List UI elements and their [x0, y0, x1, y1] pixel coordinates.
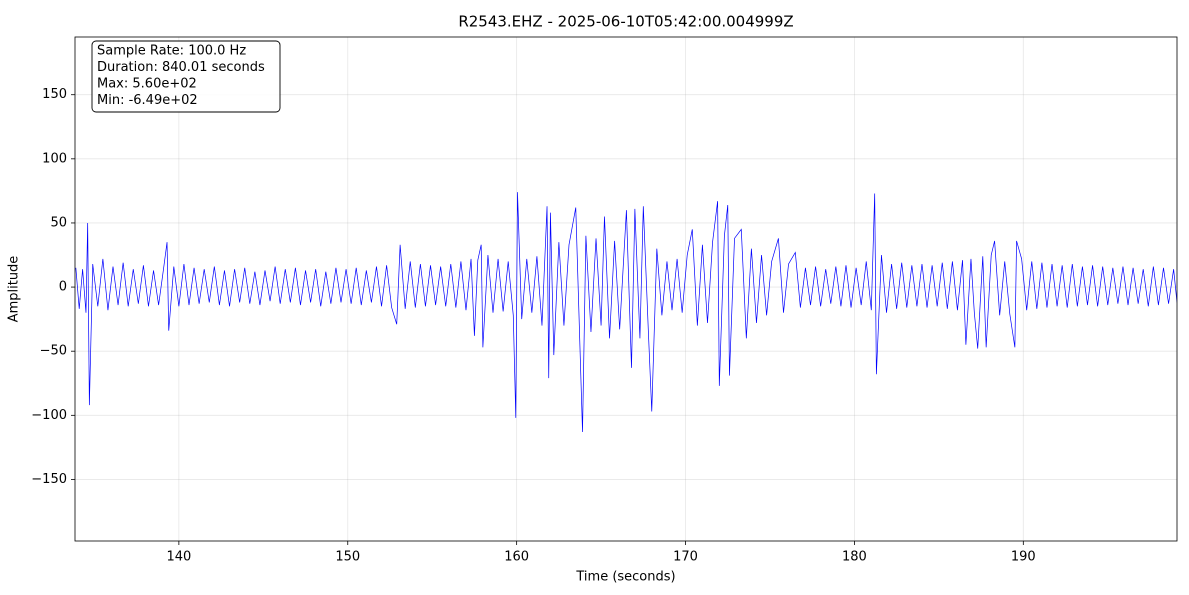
x-tick-label: 150 [335, 550, 360, 565]
x-axis-label: Time (seconds) [575, 570, 675, 585]
info-line: Sample Rate: 100.0 Hz [97, 44, 246, 59]
y-tick-label: 50 [50, 215, 67, 230]
x-tick-label: 160 [504, 550, 529, 565]
x-tick-label: 180 [842, 550, 867, 565]
info-box [91, 40, 281, 113]
y-axis-label: Amplitude [7, 256, 22, 323]
x-tick-label: 140 [166, 550, 191, 565]
info-line: Min: -6.49e+02 [97, 93, 198, 108]
plot-frame [74, 36, 1178, 542]
y-tick-label: −100 [31, 408, 67, 423]
chart-title: R2543.EHZ - 2025-06-10T05:42:00.004999Z [458, 13, 793, 31]
x-tick-label: 190 [1011, 550, 1036, 565]
series-line [75, 192, 1177, 433]
info-line: Duration: 840.01 seconds [97, 60, 265, 75]
y-tick-label: 100 [42, 151, 67, 166]
y-tick-label: 150 [42, 87, 67, 102]
x-tick-label: 170 [673, 550, 698, 565]
y-tick-label: −50 [40, 344, 67, 359]
y-tick-label: 0 [59, 280, 67, 295]
info-line: Max: 5.60e+02 [97, 77, 197, 92]
y-tick-label: −150 [31, 472, 67, 487]
